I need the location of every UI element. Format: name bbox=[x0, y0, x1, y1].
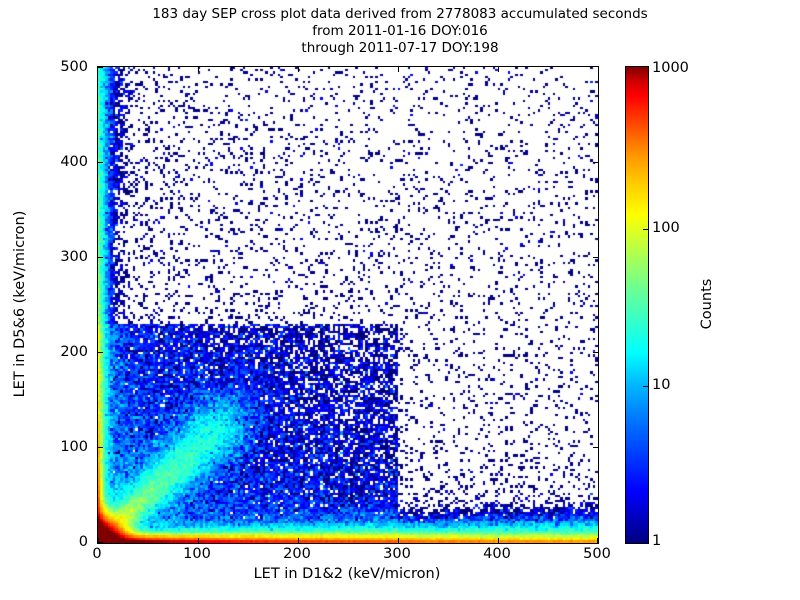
plot-title-line-2: from 2011-01-16 DOY:016 bbox=[312, 23, 488, 39]
xtick-mark-200 bbox=[298, 538, 299, 543]
x-axis-label: LET in D1&2 (keV/micron) bbox=[253, 566, 441, 582]
ytick-mark-500 bbox=[98, 67, 103, 68]
ytick-mark-200 bbox=[98, 352, 103, 353]
cbar-tick-mark-10 bbox=[643, 386, 648, 388]
xtick-mark-100 bbox=[198, 538, 199, 543]
ytick-label-0: 0 bbox=[78, 534, 88, 550]
cbar-label-1: 1 bbox=[652, 533, 662, 549]
colorbar-title: Counts bbox=[699, 278, 715, 330]
ytick-label-500: 500 bbox=[60, 59, 88, 75]
xtick-label-500: 500 bbox=[583, 546, 611, 562]
ytick-mark-right-300 bbox=[593, 257, 598, 258]
ytick-mark-400 bbox=[98, 162, 103, 163]
xtick-label-400: 400 bbox=[483, 546, 511, 562]
cbar-label-10: 10 bbox=[652, 377, 671, 393]
ytick-mark-right-100 bbox=[593, 447, 598, 448]
plot-title: 183 day SEP cross plot data derived from… bbox=[0, 6, 800, 57]
plot-title-line-3: through 2011-07-17 DOY:198 bbox=[301, 40, 499, 56]
xtick-mark-400 bbox=[498, 538, 499, 543]
xtick-mark-top-100 bbox=[198, 67, 199, 72]
xtick-mark-top-400 bbox=[498, 67, 499, 72]
xtick-mark-top-300 bbox=[398, 67, 399, 72]
xtick-label-200: 200 bbox=[283, 546, 311, 562]
ytick-mark-right-400 bbox=[593, 162, 598, 163]
xtick-mark-300 bbox=[398, 538, 399, 543]
ytick-label-300: 300 bbox=[60, 249, 88, 265]
xtick-mark-0 bbox=[98, 538, 99, 543]
let-cross-plot-heatmap bbox=[98, 67, 598, 543]
plot-title-line-1: 183 day SEP cross plot data derived from… bbox=[152, 6, 648, 22]
ytick-label-400: 400 bbox=[60, 154, 88, 170]
xtick-mark-500 bbox=[597, 538, 598, 543]
colorbar bbox=[625, 66, 649, 544]
y-axis-label: LET in D5&6 (keV/micron) bbox=[12, 210, 28, 398]
ytick-label-200: 200 bbox=[60, 344, 88, 360]
ytick-mark-right-200 bbox=[593, 352, 598, 353]
xtick-mark-top-200 bbox=[298, 67, 299, 72]
cbar-label-100: 100 bbox=[652, 220, 680, 236]
xtick-label-300: 300 bbox=[383, 546, 411, 562]
scatter-axes bbox=[97, 66, 599, 544]
ytick-mark-0 bbox=[98, 542, 103, 543]
ytick-mark-100 bbox=[98, 447, 103, 448]
ytick-label-100: 100 bbox=[60, 439, 88, 455]
cbar-label-1000: 1000 bbox=[652, 60, 689, 76]
ytick-mark-300 bbox=[98, 257, 103, 258]
xtick-label-0: 0 bbox=[92, 546, 102, 562]
cbar-tick-mark-100 bbox=[643, 229, 648, 231]
xtick-label-100: 100 bbox=[183, 546, 211, 562]
